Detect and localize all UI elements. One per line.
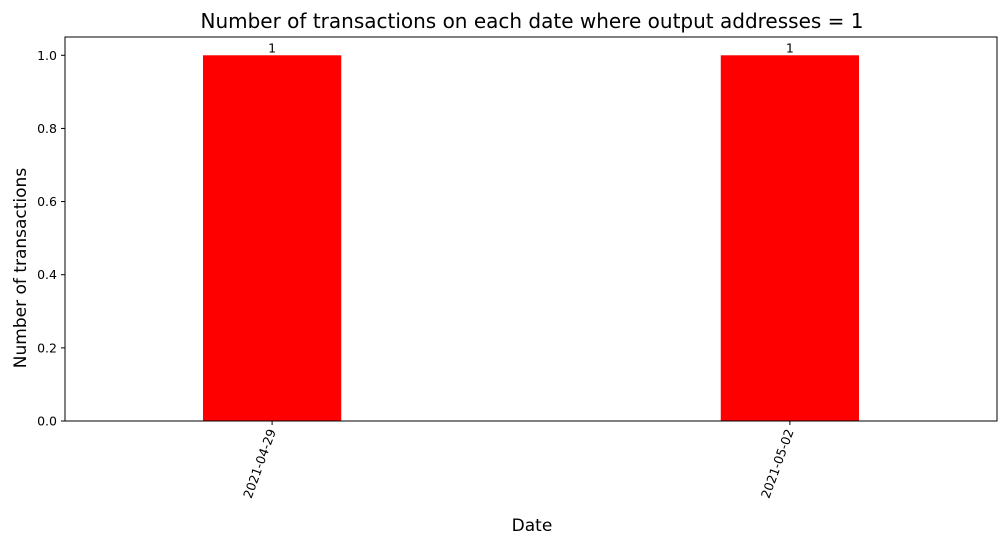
y-axis-label: Number of transactions [11,168,31,369]
data-label-2021-05-02: 1 [786,40,794,55]
bar-2021-05-02 [720,55,860,422]
bars-group [202,55,860,422]
y-axis-ticks: 0.0 0.2 0.4 0.6 0.8 1.0 [37,48,65,429]
x-tick-label: 2021-04-29 [240,427,279,500]
chart-title: Number of transactions on each date wher… [200,9,863,33]
x-tick-label: 2021-05-02 [758,427,797,500]
data-label-2021-04-29: 1 [268,40,276,55]
y-tick-label: 0.6 [37,194,57,209]
y-tick-label: 0.4 [37,267,57,282]
x-axis-ticks: 2021-04-29 2021-05-02 [240,421,797,500]
axes-frame [64,36,998,422]
y-tick-label: 0.8 [37,121,57,136]
y-tick-label: 1.0 [37,48,57,63]
x-axis-label: Date [512,516,553,536]
y-tick-label: 0.0 [37,414,57,429]
bar-2021-04-29 [202,55,342,422]
y-tick-label: 0.2 [37,340,57,355]
